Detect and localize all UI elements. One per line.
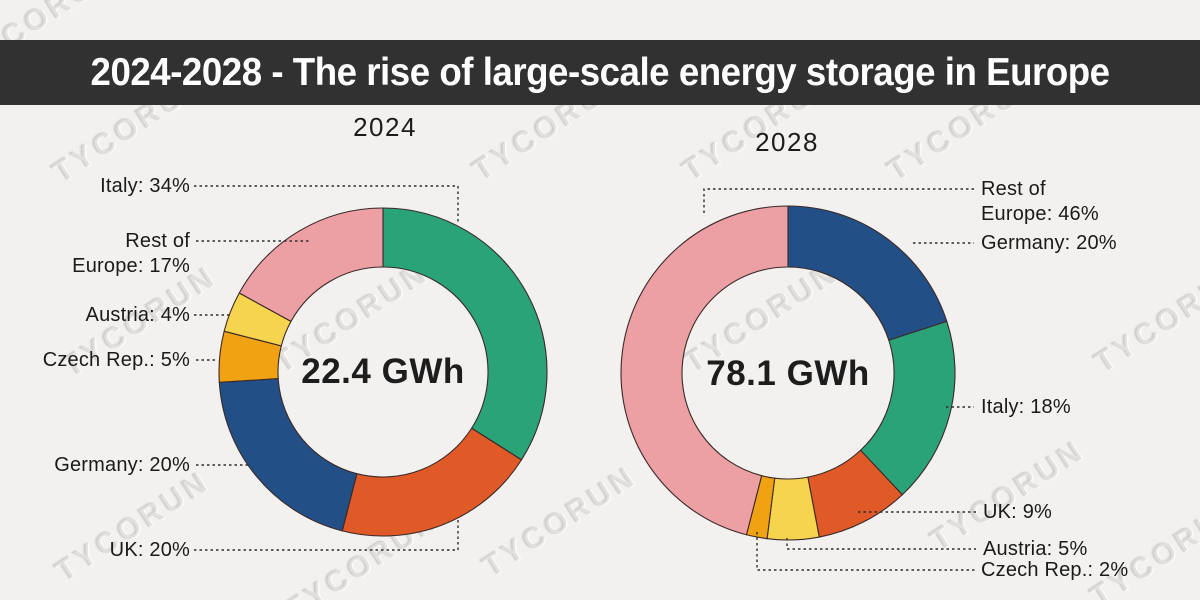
- donut-slice-2024-rest-of-europe: [238, 207, 384, 323]
- leader-line-italy-2024: [194, 185, 459, 223]
- callout-line: Rest of: [125, 230, 190, 252]
- callout-line: Rest of: [981, 178, 1046, 200]
- callout-uk-2028: UK: 9%: [983, 501, 1053, 523]
- leader-line-rest-2028: [703, 188, 974, 213]
- total-value-2024: 22.4 GWh: [301, 352, 465, 391]
- chart-year-2028: 2028: [755, 127, 819, 157]
- donut-slice-2028-rest-of-europe: [620, 205, 789, 536]
- donut-slice-2028-germany: [787, 205, 948, 341]
- total-value-2028: 78.1 GWh: [706, 354, 870, 393]
- callout-austria-2028: Austria: 5%: [983, 538, 1088, 560]
- donut-slice-2024-italy: [382, 207, 548, 461]
- callout-czech-2028: Czech Rep.: 2%: [981, 559, 1129, 581]
- callout-austria-2024: Austria: 4%: [85, 304, 190, 326]
- callout-czech-2024: Czech Rep.: 5%: [42, 349, 190, 371]
- callout-line: Europe: 46%: [981, 203, 1099, 225]
- chart-year-2024: 2024: [353, 112, 417, 142]
- callout-germany-2028: Germany: 20%: [981, 232, 1117, 254]
- callout-rest-of-europe-2028: Rest of Europe: 46%: [981, 177, 1099, 227]
- callout-line: Europe: 17%: [72, 255, 190, 277]
- callout-uk-2024: UK: 20%: [109, 539, 190, 561]
- page-title: 2024-2028 - The rise of large-scale ener…: [90, 50, 1110, 94]
- leader-line-uk-2024: [194, 519, 459, 551]
- donut-slice-2024-germany: [218, 378, 358, 532]
- title-bar: 2024-2028 - The rise of large-scale ener…: [0, 40, 1200, 105]
- callout-rest-of-europe-2024: Rest of Europe: 17%: [30, 229, 190, 279]
- callout-italy-2024: Italy: 34%: [100, 175, 190, 197]
- callout-italy-2028: Italy: 18%: [981, 396, 1071, 418]
- leader-line-czech-2028: [756, 532, 976, 571]
- leader-line-austria-2028: [786, 538, 976, 550]
- donut-slice-2024-uk: [341, 427, 523, 537]
- callout-germany-2024: Germany: 20%: [54, 454, 190, 476]
